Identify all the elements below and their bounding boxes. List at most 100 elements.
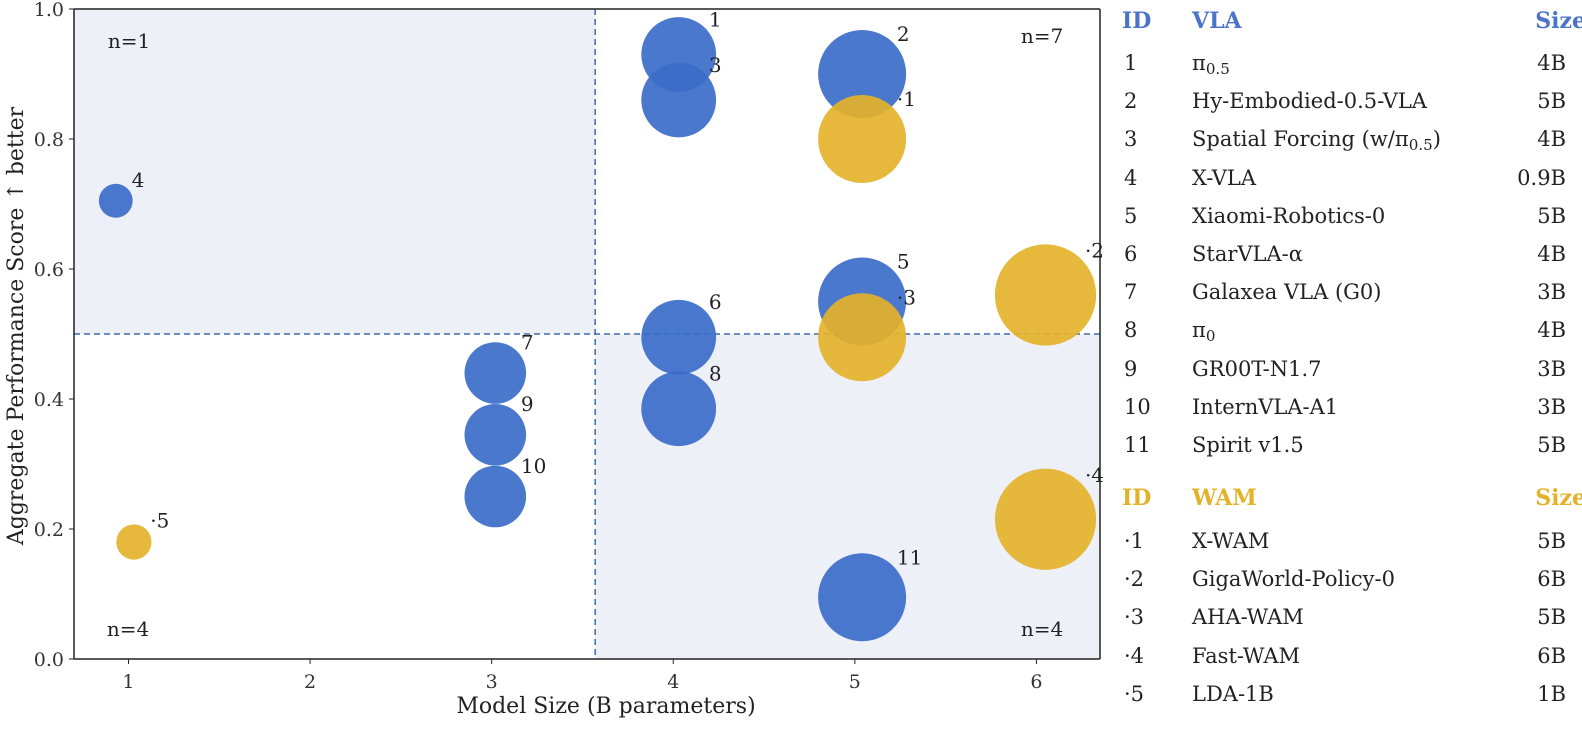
legend-vla-id-header: ID — [1122, 8, 1152, 34]
x-tick-label-2: 2 — [304, 671, 316, 693]
legend-row-name: Fast-WAM — [1192, 644, 1300, 668]
legend-row-name: π0.5 — [1192, 51, 1230, 78]
legend-row-id: ·3 — [1124, 605, 1145, 630]
point-label-wam-2: ·2 — [1085, 239, 1104, 263]
legend-row-size: 4B — [1537, 51, 1566, 75]
point-label-vla-10: 10 — [521, 454, 546, 478]
legend-row-name: GR00T-N1.7 — [1192, 357, 1321, 381]
legend-row-size: 4B — [1537, 318, 1566, 343]
quadrant-count-bottom-right: n=4 — [1021, 617, 1063, 641]
bubble-vla-6 — [641, 299, 717, 375]
threshold-lines — [74, 9, 1100, 659]
legend-vla-row: 10 InternVLA-A1 3B — [1118, 395, 1580, 431]
x-tick-label-4: 4 — [667, 671, 679, 693]
legend-row-size: 5B — [1537, 529, 1566, 553]
bubble-wam-5 — [116, 524, 152, 560]
quadrant-count-top-left: n=1 — [108, 29, 150, 53]
bubble-wam-3 — [818, 293, 907, 382]
legend-row-name-text: Fast-WAM — [1192, 643, 1301, 668]
bubble-vla-9 — [464, 403, 527, 466]
y-tick-label-1: 0.2 — [34, 519, 64, 541]
legend-row-name-text: Xiaomi-Robotics-0 — [1192, 203, 1386, 228]
y-tick-label-2: 0.4 — [34, 389, 64, 411]
point-label-vla-7: 7 — [521, 330, 534, 354]
legend-row-id: 10 — [1124, 394, 1151, 419]
legend-row-id: ·5 — [1124, 681, 1145, 706]
legend-row-id: 8 — [1124, 318, 1138, 343]
legend-vla-row: 3 Spatial Forcing (w/π0.5) 4B — [1118, 127, 1580, 163]
quadrant-count-bottom-left: n=4 — [107, 617, 149, 641]
legend-row-name-text: Galaxea VLA (G0) — [1192, 280, 1382, 305]
legend-row-name-subscript: 0.5 — [1205, 59, 1230, 78]
legend-row-size: 3B — [1537, 280, 1566, 305]
legend-vla-row: 4 X-VLA 0.9B — [1118, 166, 1580, 202]
legend-row-size: 3B — [1537, 394, 1566, 419]
legend-row-size: 5B — [1537, 605, 1566, 630]
legend-row-name: X-WAM — [1192, 529, 1269, 553]
legend-row-name-text: X-VLA — [1192, 165, 1257, 190]
legend-row-id: ·2 — [1124, 567, 1145, 592]
legend-row-id: 7 — [1124, 280, 1138, 305]
legend-row-id: 6 — [1124, 242, 1138, 266]
legend-row-name-text: AHA-WAM — [1192, 605, 1304, 630]
point-label-wam-3: ·3 — [897, 285, 916, 309]
bubble-vla-8 — [641, 371, 717, 447]
legend-row-name-text: X-WAM — [1192, 529, 1270, 553]
legend-row-name: StarVLA-α — [1192, 242, 1303, 266]
legend-row-size: 5B — [1537, 203, 1566, 228]
legend-row-id: 4 — [1124, 165, 1138, 190]
legend-row-name: GigaWorld-Policy-0 — [1192, 567, 1395, 591]
legend-vla-title: VLA — [1192, 8, 1242, 34]
bubble-vla-11 — [818, 553, 907, 642]
legend-row-name-text: Spatial Forcing (w/π — [1192, 127, 1409, 152]
quadrant-count-top-right: n=7 — [1021, 24, 1063, 48]
bubble-wam-4 — [994, 468, 1097, 570]
point-label-vla-6: 6 — [709, 290, 722, 314]
legend-row-name-text: InternVLA-A1 — [1192, 394, 1339, 419]
legend-row-name-text: StarVLA-α — [1192, 242, 1303, 266]
bubble-wam-2 — [994, 244, 1097, 346]
legend-row-name-text: GigaWorld-Policy-0 — [1192, 567, 1395, 592]
legend-row-size: 4B — [1537, 242, 1566, 266]
legend-row-id: 2 — [1124, 89, 1138, 114]
y-tick-label-0: 0.0 — [34, 649, 64, 671]
legend-wam-row: ·4 Fast-WAM 6B — [1118, 644, 1580, 680]
legend-row-name: Galaxea VLA (G0) — [1192, 280, 1381, 304]
x-tick-label-6: 6 — [1030, 671, 1042, 693]
legend-wam-size-header: Size — [1535, 485, 1582, 511]
bubble-vla-2 — [818, 30, 907, 118]
bubble-chart: ·2 ·4 2 5 11 ·1 ·3 1 3 6 8 7 9 10 ·5 4 n=1 n=7 n=4 n=4 1 2 3… — [4, 0, 1104, 719]
x-axis-title: Model Size (B parameters) — [456, 694, 755, 719]
legend-wam-row: ·5 LDA-1B 1B — [1118, 682, 1580, 718]
point-label-vla-9: 9 — [521, 392, 534, 416]
point-label-wam-4: ·4 — [1085, 463, 1104, 487]
legend-wam-row: ·1 X-WAM 5B — [1118, 529, 1580, 565]
legend-row-name-text: GR00T-N1.7 — [1192, 356, 1322, 381]
legend-wam-row: ·3 AHA-WAM 5B — [1118, 605, 1580, 641]
legend-row-name: AHA-WAM — [1192, 605, 1304, 629]
bubbles — [98, 17, 1097, 642]
legend-wam-row: ·2 GigaWorld-Policy-0 6B — [1118, 567, 1580, 603]
legend-vla-row: 8 π0 4B — [1118, 318, 1580, 354]
legend-vla-row: 2 Hy-Embodied-0.5-VLA 5B — [1118, 89, 1580, 125]
legend-row-name: LDA-1B — [1192, 682, 1274, 706]
point-labels: ·2 ·4 2 5 11 ·1 ·3 1 3 6 8 7 9 10 ·5 4 — [132, 7, 1104, 569]
legend-wam-id-header: ID — [1122, 485, 1152, 511]
y-axis-title: Aggregate Performance Score ↑ better — [4, 106, 29, 546]
point-label-vla-4: 4 — [132, 168, 145, 192]
legend-row-name-text: Spirit v1.5 — [1192, 433, 1304, 457]
legend-row-id: 3 — [1124, 127, 1138, 152]
legend-row-name-text: π — [1192, 51, 1206, 75]
point-label-wam-1: ·1 — [897, 87, 916, 111]
legend-row-name-subscript: 0 — [1205, 327, 1216, 346]
x-tick-label-1: 1 — [122, 671, 134, 693]
bubble-wam-1 — [818, 95, 907, 183]
legend-vla-row: 11 Spirit v1.5 5B — [1118, 433, 1580, 469]
legend-row-size: 1B — [1537, 681, 1566, 706]
point-label-vla-2: 2 — [897, 22, 910, 46]
legend-row-name: X-VLA — [1192, 166, 1256, 190]
axes: 1 2 3 4 5 6 0.0 0.2 0.4 0.6 0.8 1.0 — [34, 0, 1101, 693]
legend-row-size: 6B — [1537, 643, 1566, 668]
legend-row-size: 0.9B — [1517, 165, 1566, 190]
legend-row-name-text: π — [1192, 318, 1206, 343]
